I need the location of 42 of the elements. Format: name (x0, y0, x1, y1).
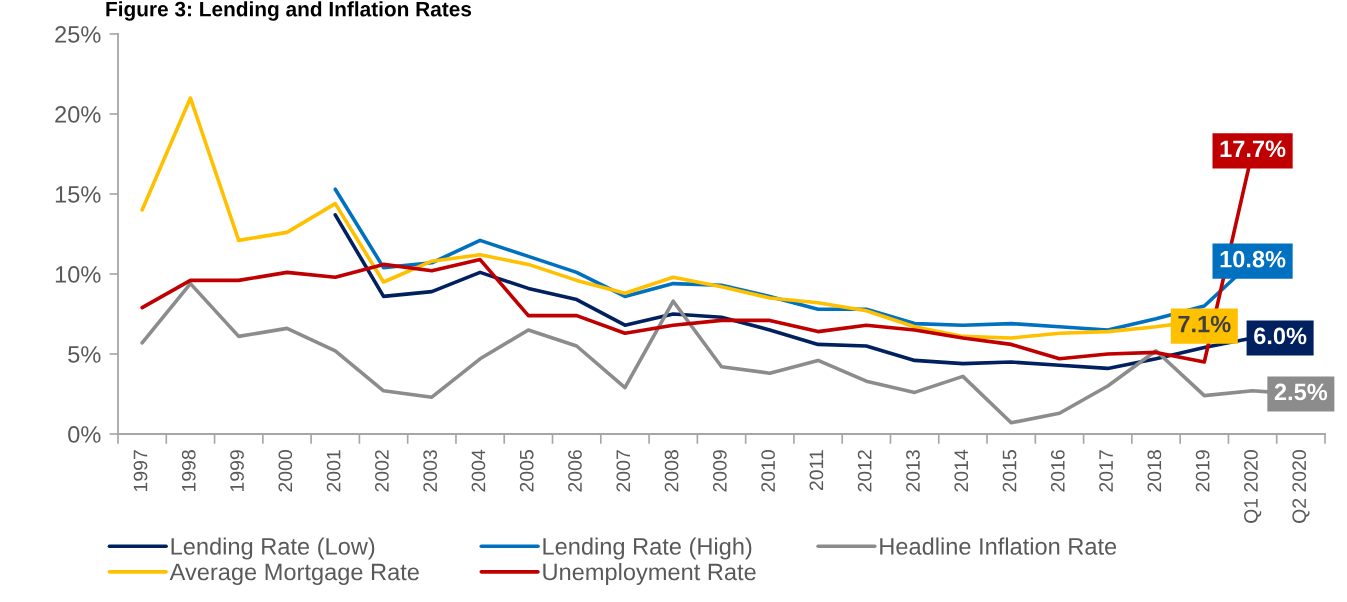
x-tick-label: 2003 (423, 450, 438, 492)
x-tick-label: Q2 2020 (1292, 450, 1310, 523)
data-label: 7.1% (1178, 315, 1231, 333)
x-tick-label: 2000 (278, 450, 293, 492)
legend-label: Average Mortgage Rate (169, 563, 419, 586)
x-tick-label: 2018 (1147, 450, 1162, 492)
y-tick-label: 15% (55, 186, 101, 203)
x-tick-label: 1998 (181, 450, 196, 492)
legend-label: Unemployment Rate (543, 563, 756, 586)
y-tick-label: 20% (55, 106, 101, 123)
x-tick-label: 1997 (133, 450, 148, 492)
x-tick-label: 2011 (809, 450, 824, 491)
data-label: 17.7% (1220, 140, 1286, 158)
chart-title: Figure 3: Lending and Inflation Rates (106, 1, 472, 21)
x-tick-label: 2005 (519, 450, 534, 492)
legend-label: Lending Rate (Low) (171, 537, 375, 560)
y-tick-label: 25% (55, 26, 101, 43)
x-tick-label: 1999 (230, 450, 244, 492)
x-tick-label: 2001 (326, 450, 341, 492)
y-tick-label: 0% (68, 426, 101, 443)
x-tick-label: 2012 (857, 450, 872, 492)
legend-label: Headline Inflation Rate (880, 537, 1117, 555)
x-tick-label: 2017 (1099, 450, 1113, 492)
x-tick-label: 2019 (1195, 450, 1210, 492)
x-tick-label: Q1 2020 (1244, 450, 1262, 523)
data-label: 2.5% (1274, 383, 1328, 401)
x-tick-label: 2009 (712, 450, 727, 492)
x-tick-label: 2015 (1002, 450, 1017, 492)
x-tick-label: 2007 (616, 450, 631, 492)
legend-label: Lending Rate (High) (543, 537, 752, 560)
x-tick-label: 2008 (664, 450, 679, 492)
x-tick-label: 2010 (761, 450, 775, 492)
x-tick-label: 2004 (471, 449, 486, 492)
x-tick-label: 2002 (374, 450, 389, 492)
x-tick-label: 2006 (568, 450, 582, 492)
y-tick-label: 10% (55, 266, 101, 283)
data-label: 10.8% (1220, 250, 1286, 268)
x-tick-label: 2016 (1050, 450, 1065, 492)
x-tick-label: 2014 (954, 449, 969, 492)
x-tick-label: 2013 (906, 450, 920, 492)
data-label: 6.0% (1254, 327, 1307, 345)
y-tick-label: 5% (68, 346, 101, 363)
